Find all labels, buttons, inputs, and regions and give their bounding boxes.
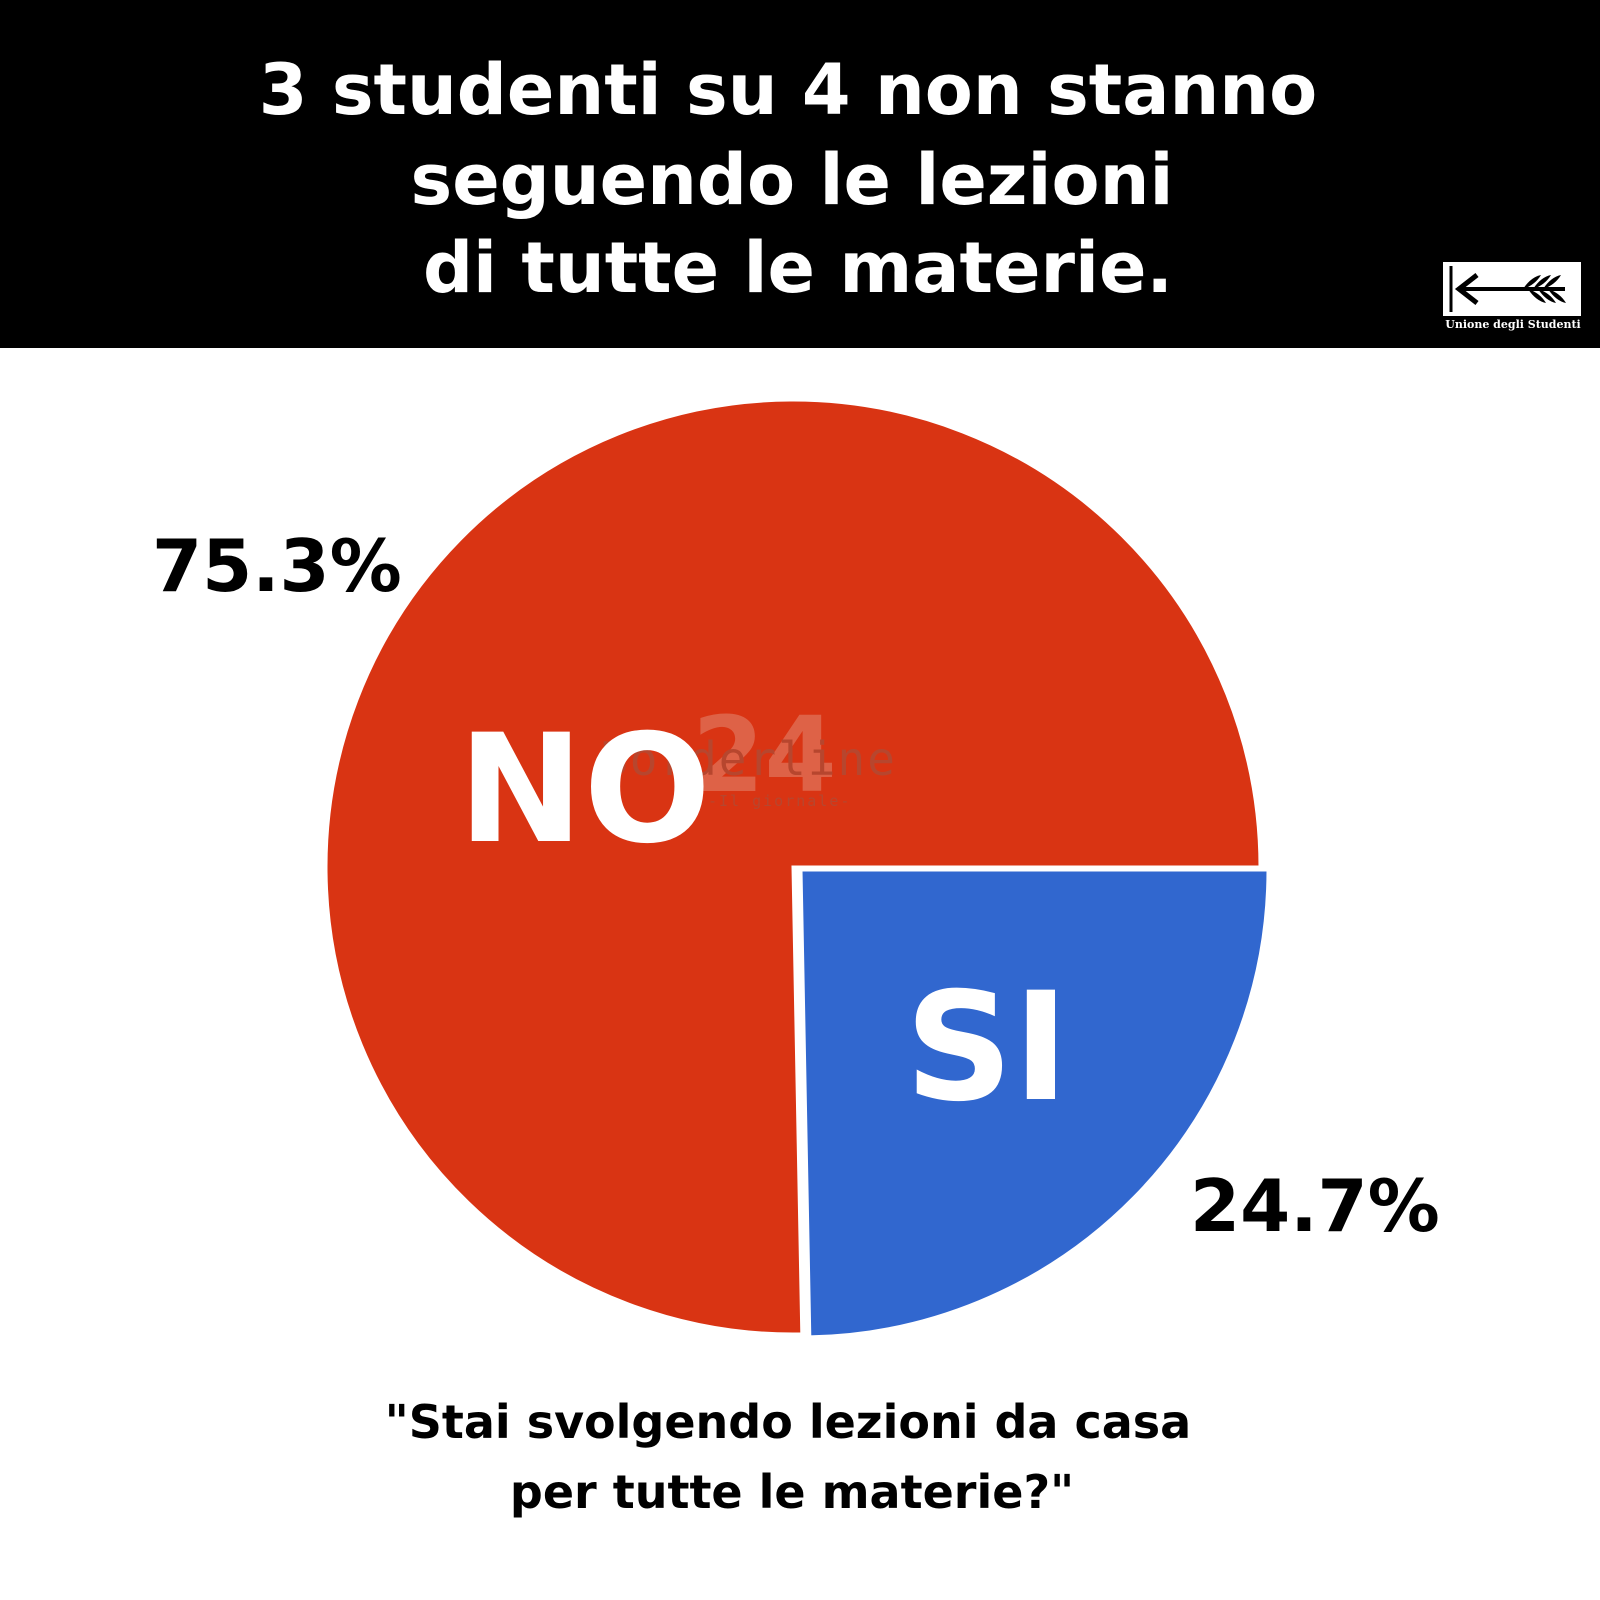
question-line: "Stai svolgendo lezioni da casa [384,1395,1192,1449]
value-label-si: 24.7% [1190,1164,1440,1248]
pie-slice-no [324,398,1262,1336]
question-line: per tutte le materie?" [509,1465,1075,1519]
title-line: seguendo le lezioni [410,139,1174,221]
header-banner: 3 studenti su 4 non stanno seguendo le l… [0,0,1600,348]
slice-label-no: NO [458,703,712,877]
value-label-no: 75.3% [152,524,402,608]
title-line: di tutte le materie. [422,227,1174,309]
title-line: 3 studenti su 4 non stanno [258,49,1318,131]
logo-box [1443,262,1581,316]
unione-degli-studenti-logo: Unione degli Studenti [1440,262,1586,338]
pie-slice-si [799,868,1270,1339]
slice-label-si: SI [905,961,1069,1135]
pie-svg [324,398,1270,1339]
arrow-olive-branch-icon [1449,266,1566,312]
logo-text: Unione degli Studenti [1445,318,1581,331]
